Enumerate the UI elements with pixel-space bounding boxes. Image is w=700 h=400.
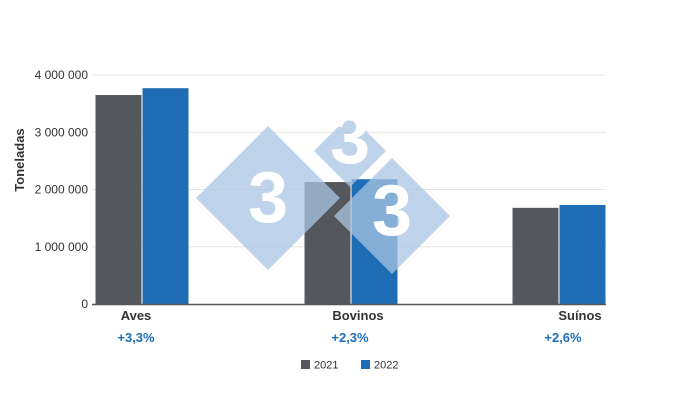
y-tick-label: 0 bbox=[81, 297, 88, 311]
legend-swatch-2022 bbox=[361, 360, 370, 369]
watermark-digit: 3 bbox=[372, 171, 412, 251]
y-axis-title: Toneladas bbox=[12, 128, 27, 191]
bar-2022-suínos bbox=[559, 204, 606, 304]
category-label: Suínos bbox=[558, 308, 601, 323]
category-label: Aves bbox=[121, 308, 152, 323]
growth-annotation: +2,3% bbox=[331, 330, 369, 345]
bar-2021-aves bbox=[95, 95, 142, 304]
bar-2022-aves bbox=[142, 88, 189, 304]
bar-2021-suínos bbox=[512, 207, 559, 304]
y-tick-label: 4 000 000 bbox=[35, 68, 89, 82]
watermark-digit: 3 bbox=[330, 99, 370, 179]
legend-label: 2021 bbox=[314, 360, 338, 372]
legend: 2021 2022 bbox=[301, 360, 398, 372]
watermark-logo: 333 bbox=[196, 99, 450, 274]
growth-annotation: +3,3% bbox=[117, 330, 155, 345]
growth-annotation: +2,6% bbox=[544, 330, 582, 345]
y-tick-label: 3 000 000 bbox=[35, 125, 89, 139]
category-labels: Aves Bovinos Suínos bbox=[121, 308, 602, 323]
y-tick-labels: 0 1 000 000 2 000 000 3 000 000 4 000 000 bbox=[35, 68, 89, 311]
watermark-diamond bbox=[334, 158, 450, 274]
watermark-diamond bbox=[196, 126, 340, 270]
category-label: Bovinos bbox=[332, 308, 383, 323]
legend-swatch-2021 bbox=[301, 360, 310, 369]
growth-annotations: +3,3% +2,3% +2,6% bbox=[117, 330, 582, 345]
y-tick-label: 1 000 000 bbox=[35, 240, 89, 254]
watermark-diamond bbox=[314, 115, 386, 187]
legend-label: 2022 bbox=[374, 360, 398, 372]
watermark-digit: 3 bbox=[248, 158, 288, 238]
y-tick-label: 2 000 000 bbox=[35, 183, 89, 197]
